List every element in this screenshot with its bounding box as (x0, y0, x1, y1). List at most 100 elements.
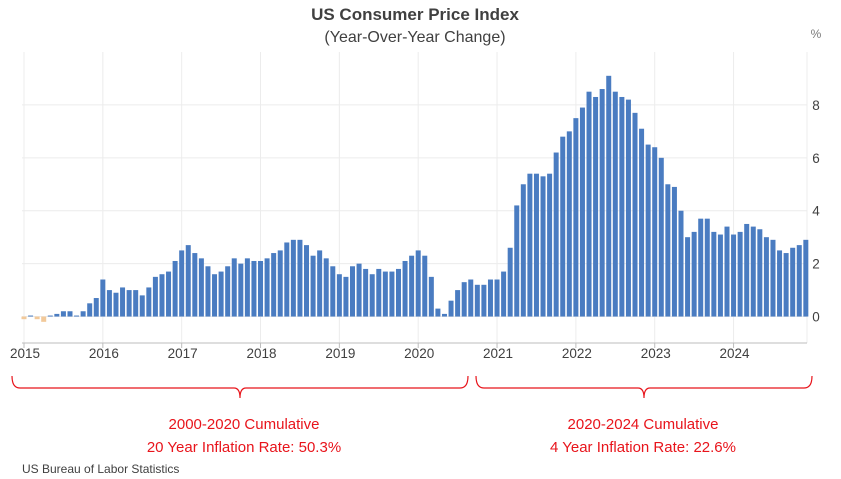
bar (737, 231, 743, 317)
bar-negative (41, 316, 47, 322)
x-tick-label: 2015 (10, 346, 40, 361)
bar (698, 218, 704, 317)
bar (691, 231, 697, 317)
bars (21, 75, 809, 322)
bar (415, 250, 421, 317)
bar (461, 282, 467, 317)
bar (796, 245, 802, 317)
bar (47, 315, 53, 317)
bar (757, 229, 763, 317)
bar (113, 292, 119, 317)
annotation-bracket-left (11, 375, 469, 399)
bar (744, 223, 750, 317)
bar (218, 271, 224, 317)
bar (533, 173, 539, 317)
bar (540, 176, 546, 317)
bar (290, 239, 296, 317)
bar (323, 258, 329, 317)
bar (428, 276, 434, 317)
source-note: US Bureau of Labor Statistics (22, 462, 179, 476)
bar (166, 271, 172, 317)
bar (139, 295, 145, 317)
bar (678, 210, 684, 317)
bar (566, 131, 572, 317)
bar (126, 290, 132, 317)
bar (205, 266, 211, 317)
bar (553, 152, 559, 317)
x-tick-label: 2019 (325, 346, 355, 361)
bar (579, 107, 585, 317)
bar (74, 315, 80, 317)
bar (625, 99, 631, 317)
bar (717, 234, 723, 317)
bar (350, 266, 355, 317)
chart-title: US Consumer Price Index (311, 5, 519, 24)
bar (100, 279, 106, 317)
x-tick-label: 2016 (89, 346, 119, 361)
y-tick-label: 0 (812, 310, 820, 325)
x-tick-label: 2024 (720, 346, 751, 361)
bar (310, 255, 316, 317)
chart-subtitle: (Year-Over-Year Change) (324, 29, 505, 46)
bar (763, 237, 769, 317)
bar (790, 247, 796, 317)
bar (770, 239, 776, 317)
x-tick-label: 2022 (562, 346, 592, 361)
bar (271, 253, 277, 317)
bar (514, 205, 520, 317)
y-tick-label: 8 (812, 98, 820, 113)
annotation-brackets (11, 375, 813, 399)
bar (152, 276, 158, 317)
bar (264, 258, 270, 317)
bar (777, 250, 783, 317)
bar (363, 268, 369, 317)
bar (507, 247, 513, 317)
y-tick-label: 6 (812, 151, 820, 166)
bar (547, 173, 553, 317)
bar (192, 253, 198, 317)
bar (494, 279, 500, 317)
bar (225, 266, 231, 317)
bar (685, 237, 691, 317)
bar (527, 173, 533, 317)
y-unit-label: % (811, 27, 822, 41)
bar (231, 258, 237, 317)
bar (731, 234, 737, 317)
bar (87, 303, 93, 317)
bar (632, 112, 638, 317)
x-tick-label: 2023 (641, 346, 671, 361)
bar (803, 239, 809, 317)
bar (54, 313, 60, 317)
annotation-right-line2: 4 Year Inflation Rate: 22.6% (550, 439, 736, 456)
bar (179, 250, 185, 317)
bar (586, 91, 592, 317)
bar (395, 268, 401, 317)
bar (356, 263, 362, 317)
bar (599, 89, 605, 317)
bar (612, 91, 618, 317)
bar (658, 157, 664, 317)
bar (172, 260, 178, 317)
bar (501, 271, 507, 317)
bar (258, 260, 264, 317)
annotation-left-line2: 20 Year Inflation Rate: 50.3% (147, 439, 341, 456)
bar (120, 287, 126, 317)
x-tick-labels: 2015 2016 2017 2018 2019 2020 2021 2022 2023 2024 (10, 346, 750, 361)
bar (133, 290, 139, 317)
bar (422, 255, 428, 317)
bar (212, 274, 218, 317)
bar (67, 311, 73, 317)
bar (448, 300, 454, 317)
y-tick-label: 2 (812, 257, 820, 272)
bar (783, 253, 789, 317)
bar (750, 226, 756, 317)
bar (343, 276, 349, 317)
bar (619, 96, 625, 317)
bar (159, 274, 165, 317)
bar (330, 266, 336, 317)
bar (297, 239, 303, 317)
bar (336, 274, 342, 317)
bar (28, 315, 34, 317)
bar (441, 313, 447, 317)
